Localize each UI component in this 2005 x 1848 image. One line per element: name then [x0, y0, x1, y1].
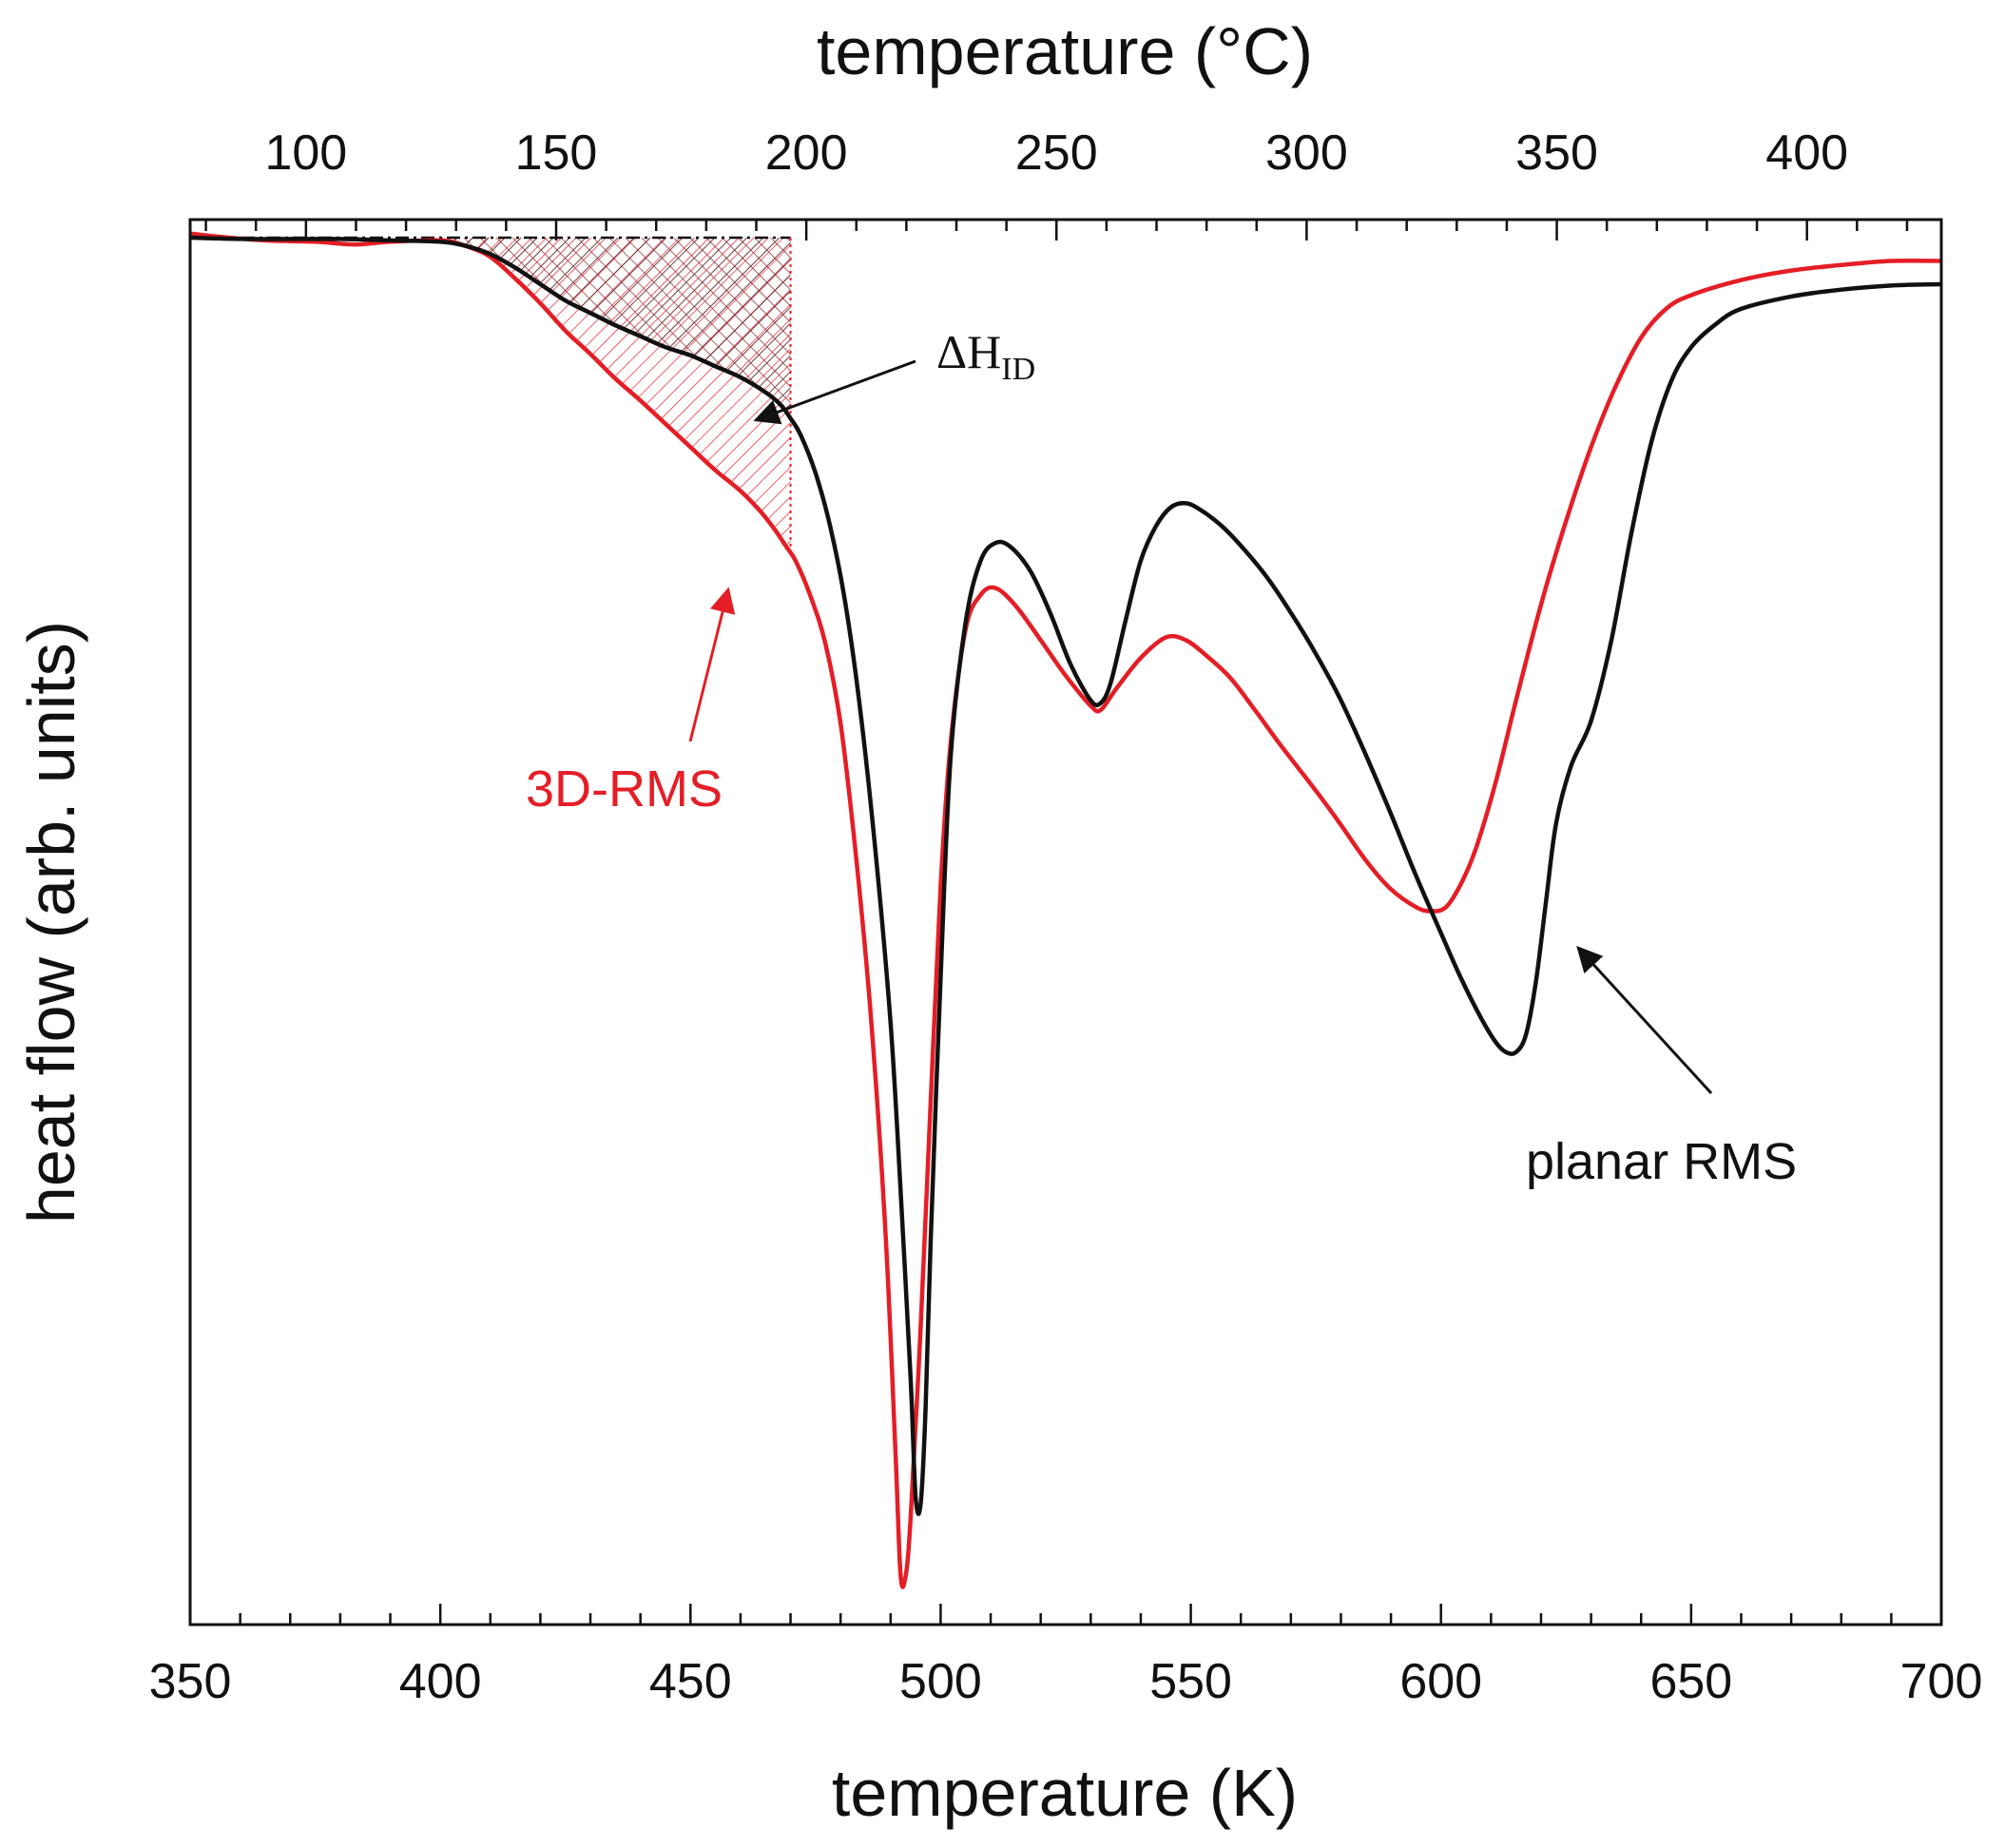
top-tick-label: 400: [1765, 125, 1848, 181]
series-lines: [190, 231, 1941, 1589]
planar-rms-arrow: [1576, 946, 1713, 1095]
planar-rms-annotation: planar RMS: [1526, 946, 1797, 1190]
enthalpy-shaded-area: [190, 236, 792, 553]
plot-frame: [188, 218, 1943, 1627]
y-axis-title: heat flow (arb. units): [14, 621, 88, 1223]
top-tick-label: 250: [1015, 125, 1098, 181]
top-x-axis: 100 150 200 250 300 350 400: [204, 125, 1909, 241]
x-tick-label: 550: [1149, 1654, 1232, 1709]
x-tick-label: 450: [649, 1654, 732, 1709]
top-tick-label: 100: [264, 125, 347, 181]
delta-h-arrow: [753, 359, 916, 425]
x-axis-title: temperature (K): [832, 1756, 1298, 1830]
3d-rms-arrow: [688, 587, 736, 742]
delta-h-base: ΔH: [936, 325, 1001, 378]
planar-rms-label: planar RMS: [1526, 1133, 1797, 1190]
delta-h-label: ΔHID: [936, 325, 1035, 387]
series-line-planar-rms: [190, 235, 1941, 1516]
x-tick-label: 600: [1399, 1654, 1482, 1709]
top-x-axis-title: temperature (°C): [817, 14, 1313, 88]
x-tick-label: 700: [1900, 1654, 1983, 1709]
delta-h-subscript: ID: [1001, 352, 1035, 387]
delta-h-annotation: ΔHID: [753, 325, 1035, 425]
x-tick-label: 500: [899, 1654, 982, 1709]
x-tick-label: 400: [399, 1654, 482, 1709]
top-tick-label: 300: [1265, 125, 1348, 181]
top-tick-label: 150: [515, 125, 598, 181]
3d-rms-annotation: 3D-RMS: [526, 587, 736, 818]
series-line-3d-rms: [190, 231, 1941, 1589]
x-tick-label: 350: [149, 1654, 232, 1709]
planar-rms-crosshatch: [440, 238, 791, 419]
x-tick-label: 650: [1649, 1654, 1732, 1709]
top-tick-label: 200: [765, 125, 848, 181]
top-tick-label: 350: [1515, 125, 1598, 181]
3d-rms-label: 3D-RMS: [526, 760, 723, 818]
bottom-x-axis: 350 400 450 500 550 600 650 700: [149, 1604, 1983, 1709]
